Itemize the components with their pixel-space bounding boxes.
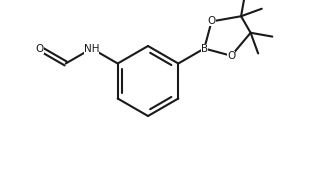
Text: O: O [207,16,216,26]
Text: NH: NH [84,43,100,54]
Text: O: O [227,51,235,61]
Text: B: B [201,43,208,54]
Text: O: O [36,43,44,54]
